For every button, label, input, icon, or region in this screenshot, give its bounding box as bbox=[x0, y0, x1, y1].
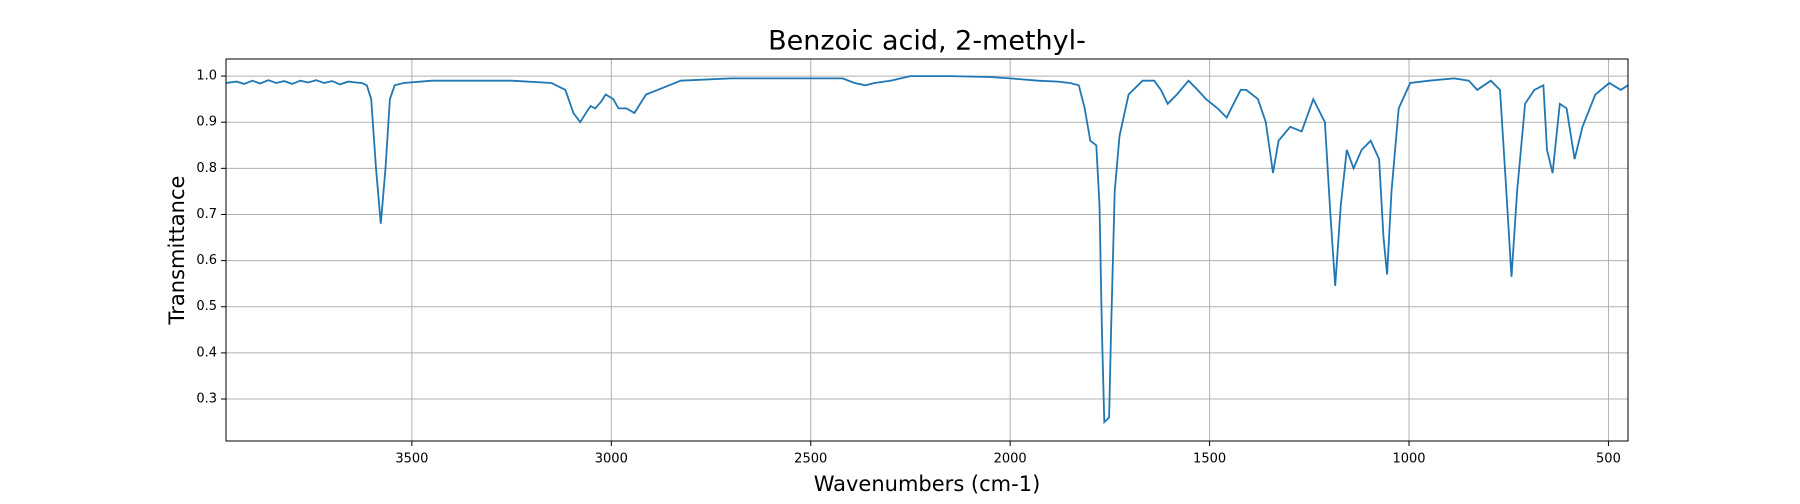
x-tick-label: 1000 bbox=[1392, 452, 1425, 467]
y-tick-label: 0.8 bbox=[196, 161, 217, 176]
x-tick-label: 3500 bbox=[395, 452, 428, 467]
spectrum-line bbox=[225, 75, 1629, 425]
y-axis-label: Transmittance bbox=[165, 176, 189, 326]
x-tick-label: 3000 bbox=[595, 452, 628, 467]
y-tick-label: 0.3 bbox=[196, 392, 217, 407]
chart-title: Benzoic acid, 2-methyl- bbox=[768, 26, 1086, 57]
x-axis-label: Wavenumbers (cm-1) bbox=[814, 472, 1041, 496]
x-tick-label: 500 bbox=[1596, 452, 1621, 467]
x-tick-label: 1500 bbox=[1193, 452, 1226, 467]
y-tick-label: 0.5 bbox=[196, 299, 217, 314]
y-tick-label: 0.9 bbox=[196, 115, 217, 130]
y-tick-label: 1.0 bbox=[196, 69, 217, 84]
x-tick-label: 2000 bbox=[994, 452, 1027, 467]
y-tick-label: 0.6 bbox=[196, 253, 217, 268]
y-tick-label: 0.7 bbox=[196, 207, 217, 222]
x-tick-label: 2500 bbox=[794, 452, 827, 467]
plot-frame bbox=[225, 58, 1629, 442]
y-tick-label: 0.4 bbox=[196, 345, 217, 360]
